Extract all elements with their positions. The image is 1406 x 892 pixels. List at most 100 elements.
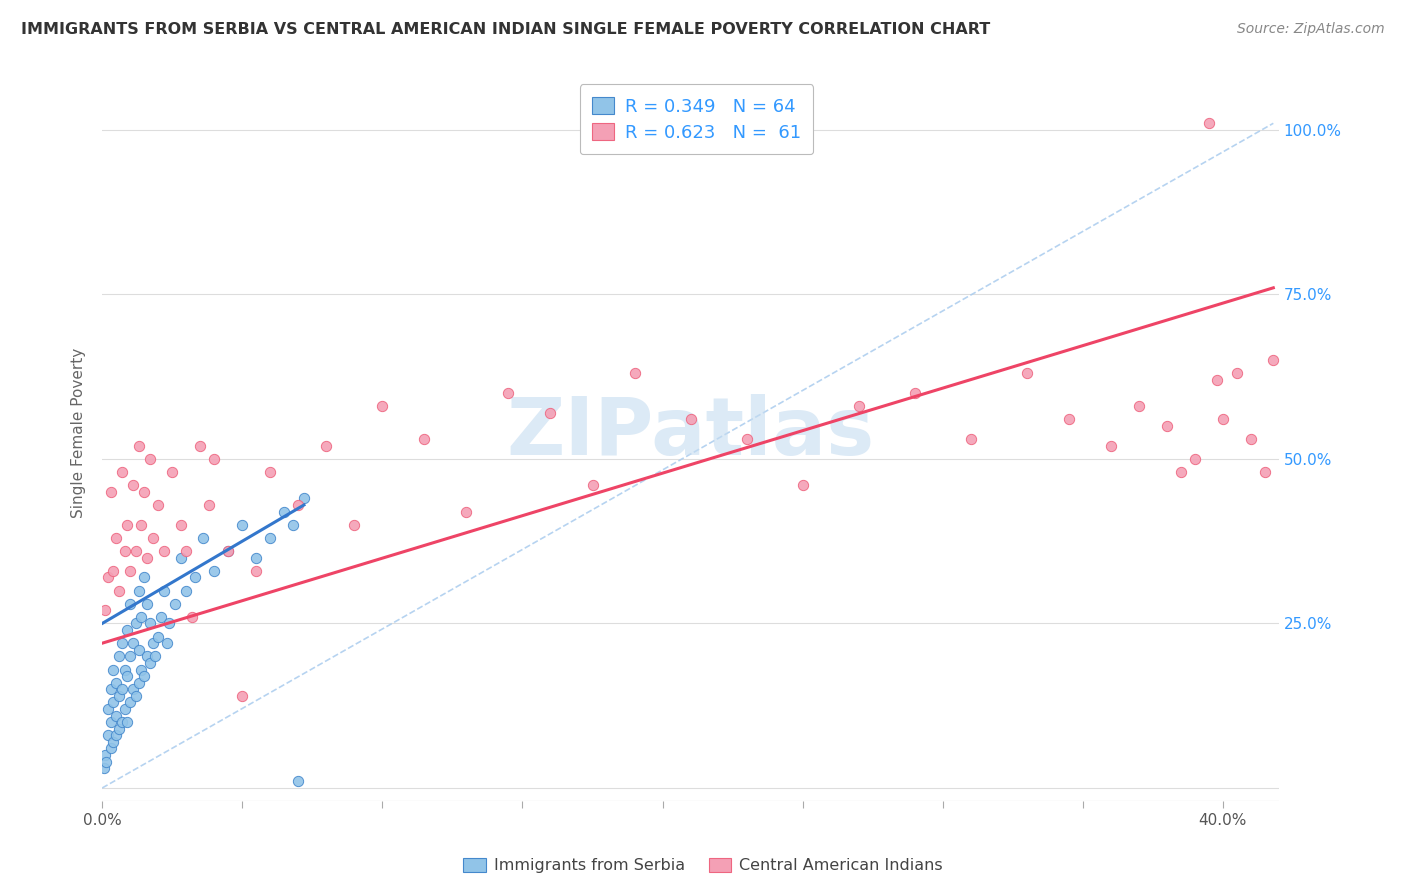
Point	[145, 649, 167, 664]
Point	[131, 517, 153, 532]
Point	[281, 517, 304, 532]
Point	[174, 544, 197, 558]
Point	[117, 517, 139, 532]
Point	[131, 663, 153, 677]
Point	[100, 682, 122, 697]
Point	[139, 656, 162, 670]
Point	[103, 564, 125, 578]
Point	[581, 478, 603, 492]
Point	[1254, 465, 1277, 479]
Point	[202, 564, 225, 578]
Point	[108, 689, 131, 703]
Point	[97, 570, 120, 584]
Point	[111, 465, 134, 479]
Point	[139, 451, 162, 466]
Point	[150, 610, 173, 624]
Point	[122, 478, 145, 492]
Point	[1212, 412, 1234, 426]
Point	[94, 603, 117, 617]
Point	[108, 583, 131, 598]
Point	[292, 491, 315, 506]
Point	[120, 597, 142, 611]
Point	[111, 636, 134, 650]
Point	[1240, 432, 1263, 446]
Point	[904, 386, 927, 401]
Point	[217, 544, 239, 558]
Point	[623, 367, 645, 381]
Point	[136, 597, 159, 611]
Legend: R = 0.349   N = 64, R = 0.623   N =  61: R = 0.349 N = 64, R = 0.623 N = 61	[579, 84, 814, 154]
Point	[1206, 373, 1229, 387]
Point	[105, 675, 128, 690]
Point	[97, 728, 120, 742]
Point	[94, 747, 117, 762]
Point	[679, 412, 702, 426]
Point	[111, 715, 134, 730]
Point	[103, 663, 125, 677]
Point	[117, 715, 139, 730]
Point	[105, 728, 128, 742]
Point	[287, 498, 309, 512]
Point	[96, 755, 118, 769]
Point	[114, 702, 136, 716]
Point	[105, 708, 128, 723]
Point	[245, 550, 267, 565]
Point	[174, 583, 197, 598]
Point	[231, 517, 253, 532]
Point	[165, 597, 187, 611]
Point	[108, 649, 131, 664]
Point	[111, 682, 134, 697]
Point	[125, 544, 148, 558]
Point	[156, 636, 179, 650]
Point	[456, 505, 478, 519]
Point	[125, 616, 148, 631]
Point	[792, 478, 814, 492]
Point	[100, 484, 122, 499]
Point	[103, 735, 125, 749]
Point	[1015, 367, 1038, 381]
Point	[100, 741, 122, 756]
Point	[162, 465, 184, 479]
Point	[259, 531, 281, 545]
Point	[315, 439, 337, 453]
Point	[259, 465, 281, 479]
Point	[1184, 451, 1206, 466]
Point	[1198, 116, 1220, 130]
Point	[114, 663, 136, 677]
Point	[148, 630, 170, 644]
Point	[122, 682, 145, 697]
Text: ZIPatlas: ZIPatlas	[506, 393, 875, 472]
Point	[131, 610, 153, 624]
Text: IMMIGRANTS FROM SERBIA VS CENTRAL AMERICAN INDIAN SINGLE FEMALE POVERTY CORRELAT: IMMIGRANTS FROM SERBIA VS CENTRAL AMERIC…	[21, 22, 990, 37]
Point	[122, 636, 145, 650]
Point	[245, 564, 267, 578]
Point	[1099, 439, 1122, 453]
Point	[120, 564, 142, 578]
Point	[413, 432, 436, 446]
Point	[134, 669, 156, 683]
Point	[153, 544, 176, 558]
Point	[848, 399, 870, 413]
Point	[231, 689, 253, 703]
Point	[202, 451, 225, 466]
Point	[191, 531, 214, 545]
Point	[125, 689, 148, 703]
Point	[148, 498, 170, 512]
Point	[959, 432, 981, 446]
Point	[498, 386, 520, 401]
Point	[287, 774, 309, 789]
Legend: Immigrants from Serbia, Central American Indians: Immigrants from Serbia, Central American…	[457, 851, 949, 880]
Point	[159, 616, 181, 631]
Point	[142, 636, 165, 650]
Point	[134, 484, 156, 499]
Point	[1263, 353, 1285, 368]
Point	[540, 406, 562, 420]
Point	[735, 432, 758, 446]
Point	[120, 695, 142, 709]
Point	[153, 583, 176, 598]
Point	[93, 761, 115, 775]
Point	[139, 616, 162, 631]
Point	[134, 570, 156, 584]
Point	[117, 623, 139, 637]
Point	[128, 439, 150, 453]
